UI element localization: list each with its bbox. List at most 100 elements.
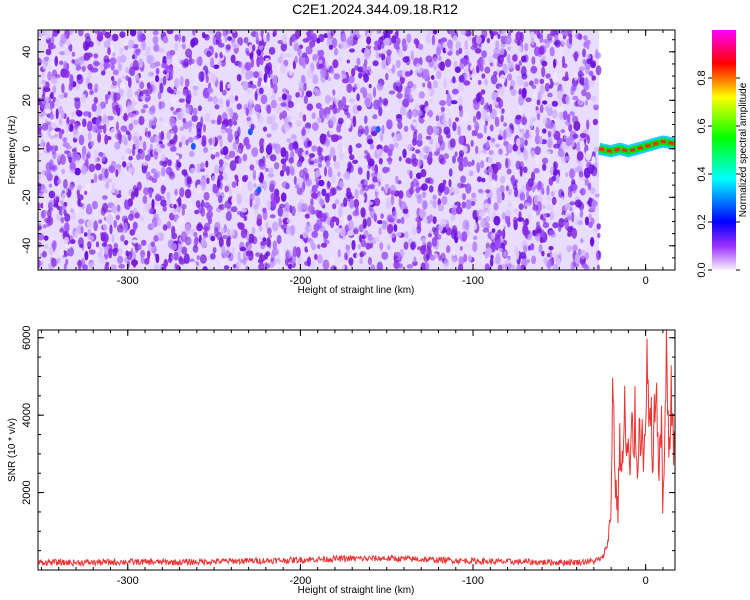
heatmap-cell — [217, 114, 222, 125]
heatmap-cell — [58, 94, 65, 99]
heatmap-cell — [61, 83, 65, 94]
heatmap-cell — [118, 263, 125, 269]
heatmap-cell — [86, 52, 93, 58]
heatmap-cell — [506, 126, 512, 138]
heatmap-cell — [133, 119, 139, 126]
heatmap-cell — [208, 137, 213, 146]
heatmap-cell — [416, 110, 424, 117]
heatmap-cell — [399, 105, 407, 117]
heatmap-cell — [77, 184, 82, 191]
heatmap-cell — [222, 252, 230, 259]
heatmap-cell — [140, 239, 147, 246]
heatmap-cell — [104, 168, 109, 179]
heatmap-cell — [97, 132, 102, 143]
heatmap-cell — [104, 93, 111, 100]
heatmap-cell — [490, 74, 498, 85]
heatmap-cell — [390, 194, 395, 206]
heatmap-cell — [573, 51, 578, 62]
heatmap-cell — [169, 89, 175, 95]
heatmap-cell — [385, 72, 389, 81]
heatmap-cell — [364, 58, 368, 67]
heatmap-cell — [489, 124, 494, 132]
heatmap-cell — [429, 138, 434, 145]
heatmap-cell — [127, 132, 132, 142]
heatmap-cell — [400, 216, 405, 225]
heatmap-cell — [153, 172, 159, 179]
heatmap-cell — [185, 48, 193, 58]
heatmap-cell — [487, 232, 493, 240]
heatmap-cell — [312, 122, 319, 131]
heatmap-cell — [474, 48, 482, 54]
heatmap-cell — [372, 176, 378, 183]
heatmap-cell — [305, 90, 313, 98]
heatmap-cell — [89, 90, 94, 96]
heatmap-cell — [80, 165, 88, 175]
heatmap-cell — [103, 124, 107, 134]
heatmap-cell — [265, 221, 269, 230]
heatmap-cell — [175, 160, 181, 171]
heatmap-cell — [81, 145, 87, 155]
heatmap-cell — [347, 214, 352, 222]
heatmap-cell — [537, 232, 541, 238]
heatmap-cell — [78, 30, 84, 37]
heatmap-cell — [179, 126, 185, 132]
heatmap-cell — [97, 125, 105, 130]
heatmap-cell — [207, 87, 214, 94]
heatmap-cell — [425, 55, 433, 63]
heatmap-cell — [102, 202, 109, 213]
heatmap-cell — [207, 96, 213, 102]
heatmap-cell — [269, 180, 276, 188]
heatmap-cell — [140, 253, 145, 264]
heatmap-cell — [593, 104, 599, 109]
heatmap-cell — [202, 230, 208, 237]
colorbar-tick-label: 0.6 — [696, 118, 708, 133]
heatmap-cell — [103, 62, 110, 69]
heatmap-cell — [357, 183, 363, 189]
heatmap-cell — [42, 188, 48, 194]
heatmap-cell — [499, 74, 506, 84]
heatmap-cell — [155, 148, 163, 153]
heatmap-cell — [38, 191, 43, 197]
heatmap-cell — [297, 104, 301, 113]
heatmap-cell — [178, 98, 185, 103]
heatmap-cell — [47, 209, 52, 219]
heatmap-cell — [60, 33, 67, 45]
heatmap-cell — [452, 76, 456, 84]
colorbar-tick-label: 0.8 — [696, 70, 708, 85]
heatmap-cell — [289, 225, 295, 236]
heatmap-cell — [306, 67, 314, 78]
heatmap-cell — [272, 75, 278, 86]
heatmap-cell — [428, 151, 433, 159]
heatmap-cell — [219, 166, 225, 172]
heatmap-cell — [297, 242, 303, 247]
heatmap-cell — [236, 74, 242, 82]
heatmap-cell — [315, 102, 322, 109]
heatmap-cell — [301, 74, 306, 84]
heatmap-cell — [563, 217, 569, 223]
heatmap-cell — [395, 114, 402, 119]
heatmap-cell — [418, 43, 424, 50]
heatmap-cell — [65, 258, 69, 266]
heatmap-cell — [379, 132, 384, 142]
heatmap-cell — [93, 96, 99, 104]
heatmap-cell — [110, 264, 117, 270]
heatmap-cell — [485, 140, 490, 149]
heatmap-cell — [420, 262, 426, 270]
heatmap-cell — [498, 148, 503, 155]
heatmap-cell — [68, 81, 74, 91]
heatmap-cell — [82, 264, 88, 270]
heatmap-cell — [268, 46, 276, 55]
y-tick-label: -20 — [21, 189, 33, 205]
heatmap-cell — [494, 116, 500, 128]
heatmap-cell — [295, 120, 303, 127]
heatmap-cell — [458, 150, 465, 157]
heatmap-cell — [416, 195, 423, 204]
heatmap-cell — [306, 204, 314, 215]
heatmap-cell — [113, 242, 118, 250]
heatmap-cell — [527, 178, 534, 187]
heatmap-cell — [402, 148, 407, 159]
heatmap-cell — [488, 165, 493, 176]
heatmap-cell — [86, 203, 92, 214]
heatmap-cell — [522, 223, 528, 232]
